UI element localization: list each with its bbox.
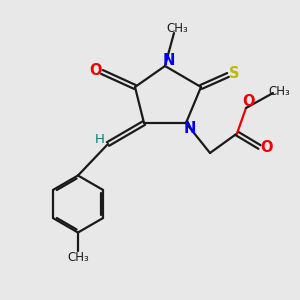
Text: CH₃: CH₃: [166, 22, 188, 35]
Text: S: S: [230, 66, 240, 81]
Text: O: O: [90, 63, 102, 78]
Text: O: O: [242, 94, 255, 109]
Text: H: H: [95, 133, 104, 146]
Text: CH₃: CH₃: [269, 85, 290, 98]
Text: N: N: [183, 121, 196, 136]
Text: CH₃: CH₃: [67, 250, 89, 264]
Text: O: O: [260, 140, 272, 154]
Text: N: N: [162, 53, 175, 68]
